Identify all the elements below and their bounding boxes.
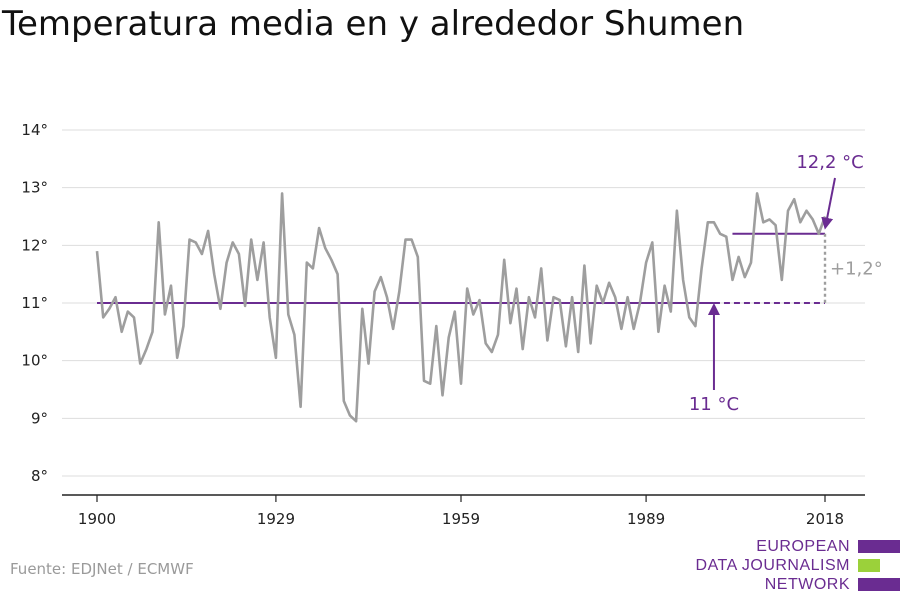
y-tick-label: 12° — [21, 236, 48, 254]
x-tick-label: 1989 — [627, 510, 665, 528]
x-axis: 1900 1929 1959 1989 2018 — [62, 494, 865, 528]
logo-line-network: NETWORK — [764, 576, 850, 593]
y-tick-label: 13° — [21, 179, 48, 197]
y-tick-label: 8° — [31, 467, 48, 485]
x-tick-label: 1929 — [257, 510, 295, 528]
source-note: Fuente: EDJNet / ECMWF — [10, 560, 194, 578]
recent-mean-value-label: 12,2 °C — [796, 152, 863, 173]
y-tick-label: 11° — [21, 294, 48, 312]
x-tick-label: 2018 — [806, 510, 844, 528]
y-tick-label: 9° — [31, 409, 48, 427]
reference-lines — [97, 232, 827, 304]
y-tick-label: 14° — [21, 121, 48, 139]
y-tick-label: 10° — [21, 352, 48, 370]
recent-mean-arrow — [821, 177, 836, 230]
logo-line-european: EUROPEAN — [756, 538, 850, 555]
temperature-series-line — [95, 192, 827, 423]
logo-line-data-journalism: DATA JOURNALISM — [695, 557, 850, 574]
baseline-value-label: 11 °C — [689, 394, 739, 415]
series-layer — [95, 192, 827, 423]
difference-label: +1,2° — [830, 258, 883, 279]
x-tick-label: 1959 — [442, 510, 480, 528]
chart-title: Temperatura media en y alrededor Shumen — [2, 4, 745, 44]
y-axis-ticks: 8° 9° 10° 11° 12° 13° 14° — [21, 121, 48, 485]
annotations: 11 °C 12,2 °C +1,2° — [689, 152, 883, 415]
logo-bar-green — [858, 559, 880, 572]
x-tick-label: 1900 — [78, 510, 116, 528]
logo-bar-purple-bottom — [858, 578, 900, 591]
edjnet-logo: EUROPEAN DATA JOURNALISM NETWORK — [690, 530, 900, 600]
logo-bar-purple-top — [858, 540, 900, 553]
